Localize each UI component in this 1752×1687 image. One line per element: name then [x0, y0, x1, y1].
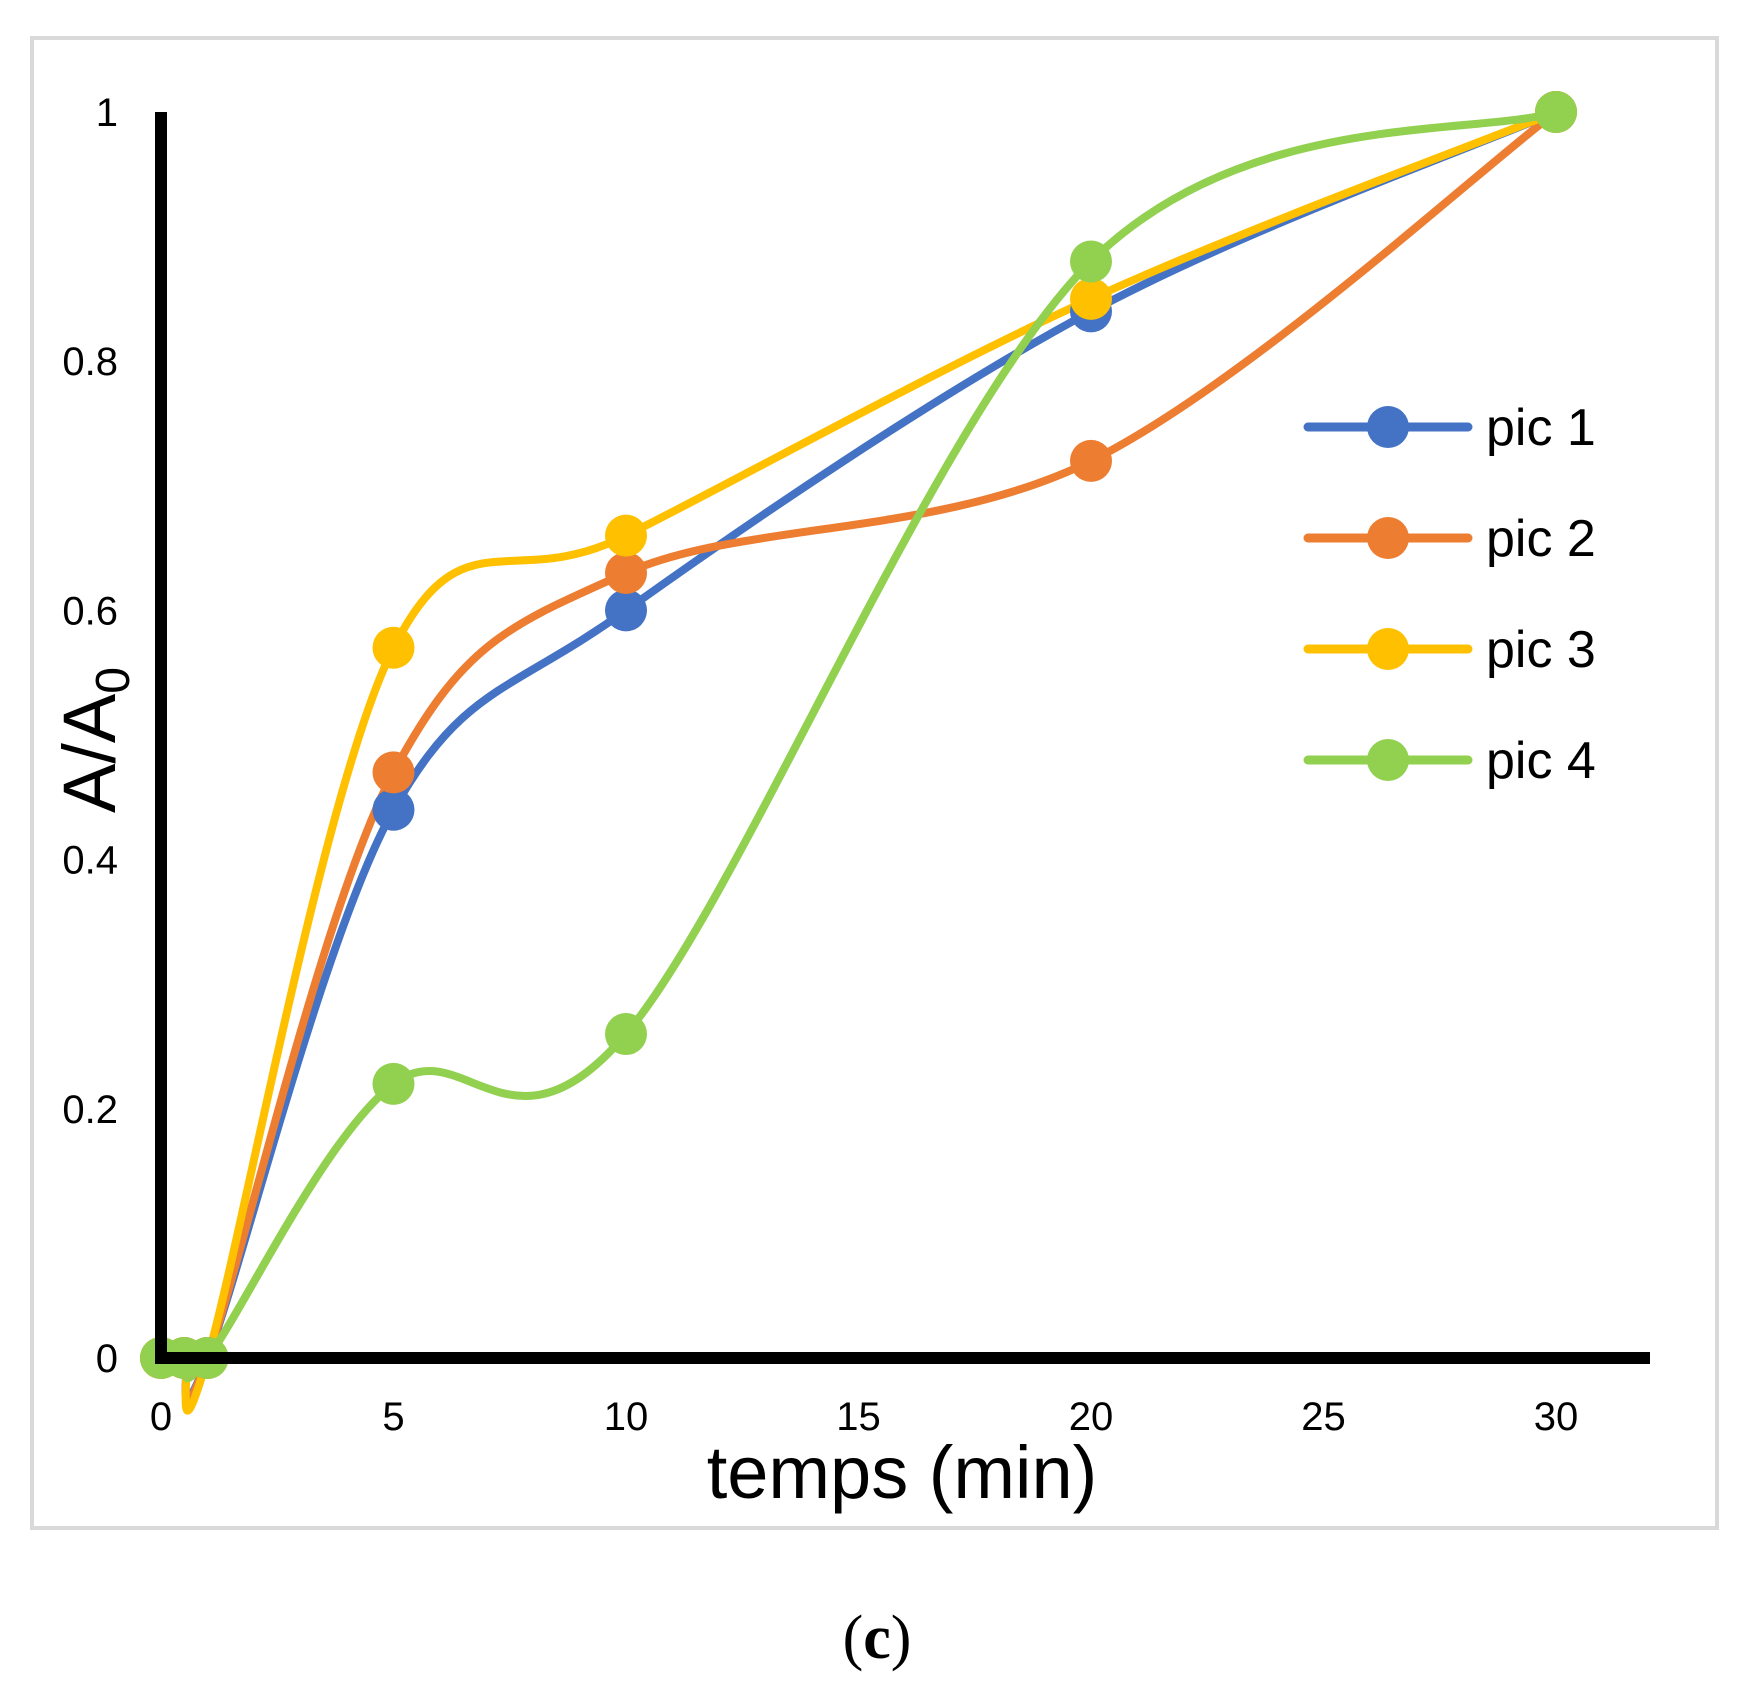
- data-point-pic-4: [1070, 240, 1112, 283]
- x-tick-label: 5: [382, 1395, 404, 1439]
- caption-close-paren: ): [891, 1604, 912, 1672]
- legend-swatch-marker-pic-4: [1367, 739, 1409, 781]
- data-point-pic-1: [372, 788, 415, 831]
- data-point-pic-1: [605, 589, 647, 632]
- x-tick-label: 25: [1301, 1395, 1346, 1439]
- chart-frame: [30, 36, 1719, 1530]
- x-tick-label: 0: [150, 1395, 172, 1439]
- data-point-pic-2: [372, 751, 415, 794]
- legend-swatch-marker-pic-3: [1367, 628, 1409, 670]
- y-tick-label: 0.6: [62, 589, 118, 633]
- y-tick-label: 0.2: [62, 1088, 118, 1132]
- legend-swatch-marker-pic-1: [1367, 406, 1409, 448]
- legend-label-pic-1: pic 1: [1486, 399, 1596, 457]
- series-line-pic-3: [157, 108, 1560, 1415]
- data-point-pic-4: [372, 1062, 415, 1105]
- legend-label-pic-2: pic 2: [1486, 510, 1596, 568]
- data-point-pic-2: [605, 552, 647, 595]
- y-axis-title-subscript: 0: [87, 667, 140, 694]
- legend-label-pic-4: pic 4: [1486, 732, 1596, 790]
- data-point-pic-4: [1535, 91, 1577, 133]
- legend: pic 1 pic 2 pic 3 pic 4: [1303, 399, 1596, 790]
- x-tick-label: 10: [604, 1395, 649, 1439]
- y-tick-label: 1: [96, 91, 118, 135]
- x-tick-labels: 0 5 10 15 20 25 30: [150, 1395, 1578, 1439]
- x-axis-title: temps (min): [707, 1431, 1098, 1514]
- x-tick-label: 15: [836, 1395, 881, 1439]
- x-tick-label: 20: [1069, 1395, 1114, 1439]
- legend-swatch-marker-pic-2: [1367, 517, 1409, 559]
- y-tick-label: 0.4: [62, 839, 118, 883]
- data-point-pic-3: [605, 514, 647, 557]
- data-point-pic-3: [372, 626, 415, 669]
- y-tick-labels: 0 0.2 0.4 0.6 0.8 1: [62, 91, 118, 1381]
- caption-open-paren: (: [843, 1604, 864, 1672]
- y-axis-title: A/A0: [48, 667, 140, 813]
- data-point-pic-2: [1070, 439, 1112, 482]
- y-tick-label: 0: [96, 1337, 118, 1381]
- data-point-pic-3: [1070, 277, 1112, 320]
- legend-label-pic-3: pic 3: [1486, 621, 1596, 679]
- y-axis-title-main: A/A: [48, 693, 131, 813]
- caption-letter: c: [863, 1604, 891, 1672]
- x-tick-label: 30: [1534, 1395, 1579, 1439]
- y-tick-label: 0.8: [62, 340, 118, 384]
- figure-caption: (c): [843, 1604, 912, 1672]
- data-point-pic-4: [605, 1013, 647, 1056]
